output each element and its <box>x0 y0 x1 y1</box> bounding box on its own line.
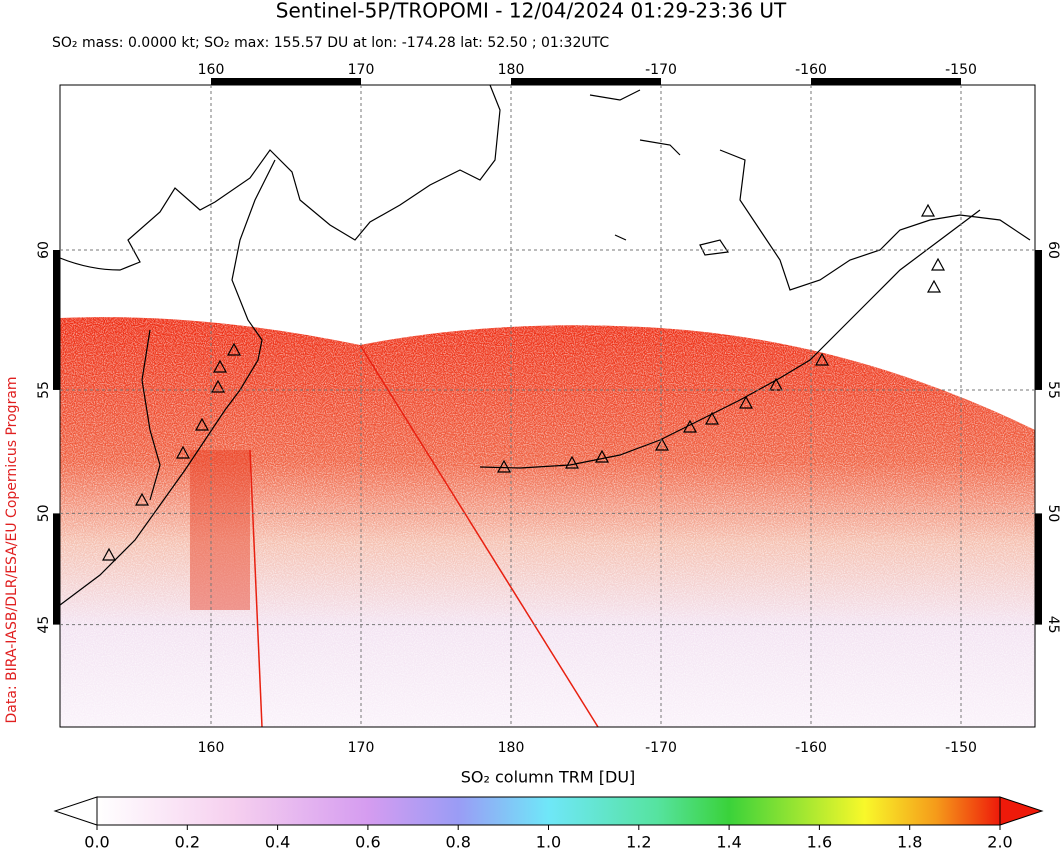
colorbar-tick-label: 0.2 <box>175 833 200 852</box>
frame-bar <box>511 78 661 85</box>
colorbar-label: SO₂ column TRM [DU] <box>461 768 636 787</box>
colorbar-tick-label: 1.8 <box>897 833 922 852</box>
colorbar-tick-label: 2.0 <box>987 833 1012 852</box>
lat-tick-label: 50 <box>36 504 52 522</box>
subtitle: SO₂ mass: 0.0000 kt; SO₂ max: 155.57 DU … <box>52 35 609 51</box>
lon-tick-label: -160 <box>795 62 827 78</box>
colorbar-tick-label: 1.2 <box>626 833 651 852</box>
lat-tick-label: 50 <box>1045 504 1061 522</box>
lon-tick-label: 180 <box>498 62 525 78</box>
lon-tick-label: 170 <box>348 740 375 756</box>
so2-strip <box>190 450 250 610</box>
colorbar-tick-label: 1.4 <box>716 833 741 852</box>
frame-bar <box>1035 513 1042 625</box>
lon-tick-label: -170 <box>645 740 677 756</box>
lat-tick-label: 55 <box>36 381 52 399</box>
lon-tick-label: 180 <box>498 740 525 756</box>
swath-edge <box>249 449 263 727</box>
lon-tick-label: -170 <box>645 62 677 78</box>
lat-tick-label: 55 <box>1045 381 1061 399</box>
colorbar-tick-label: 1.6 <box>807 833 832 852</box>
swath-edge <box>359 344 599 727</box>
colorbar-under <box>53 796 98 826</box>
frame-bar <box>211 78 361 85</box>
lon-tick-label: -150 <box>945 740 977 756</box>
lon-tick-label: 160 <box>198 62 225 78</box>
lon-tick-label: 170 <box>348 62 375 78</box>
colorbar-tick-label: 0.6 <box>355 833 380 852</box>
colorbar: SO₂ column TRM [DU] 0.0 0.2 0.4 0.6 0.8 1.0 1.… <box>53 768 1044 852</box>
lon-tick-label: 160 <box>198 740 225 756</box>
colorbar-tick-label: 0.0 <box>84 833 109 852</box>
credit: Data: BIRA-IASB/DLR/ESA/EU Copernicus Pr… <box>4 376 20 723</box>
lat-tick-label: 45 <box>36 616 52 634</box>
lon-tick-label: -160 <box>795 740 827 756</box>
colorbar-tick-label: 0.4 <box>265 833 290 852</box>
colorbar-ramp <box>96 796 1001 826</box>
so2-speckle <box>60 317 1035 727</box>
volcanoes <box>101 203 946 561</box>
frame-bar <box>53 513 60 625</box>
colorbar-tick-label: 1.0 <box>536 833 561 852</box>
map-field <box>60 85 1035 727</box>
colorbar-tick-label: 0.8 <box>445 833 470 852</box>
colorbar-over <box>999 796 1044 826</box>
lat-tick-label: 60 <box>1045 241 1061 259</box>
lat-tick-label: 60 <box>36 241 52 259</box>
frame-bar <box>53 250 60 390</box>
frame-bar <box>811 78 961 85</box>
lat-tick-label: 45 <box>1045 616 1061 634</box>
title: Sentinel-5P/TROPOMI - 12/04/2024 01:29-2… <box>276 0 787 23</box>
frame-bar <box>1035 250 1042 390</box>
lon-tick-label: -150 <box>945 62 977 78</box>
